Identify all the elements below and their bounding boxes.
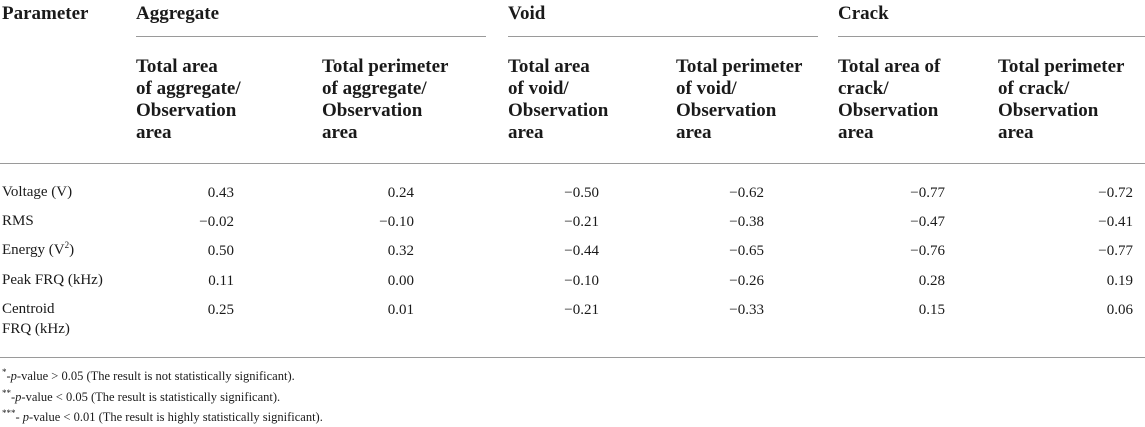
footnote-mark: ** xyxy=(2,387,11,398)
footnote-dash: - xyxy=(6,369,11,383)
footnote-mark: * xyxy=(2,366,7,377)
subheader-void-perimeter: Total perimeter of void/ Observation are… xyxy=(676,56,803,143)
table-cell: −0.47 xyxy=(910,214,945,230)
table-cell: −0.72 xyxy=(1098,185,1133,201)
table-cell: 0.32 xyxy=(387,243,414,259)
table-cell: 0.01 xyxy=(387,302,414,318)
footnote-dash: - xyxy=(11,390,16,404)
footnote-text: -value > 0.05 (The result is not statist… xyxy=(16,369,295,383)
table-cell: −0.21 xyxy=(564,302,599,318)
row-label-centroid-frq: Centroid FRQ (kHz) xyxy=(2,301,70,337)
group-rule-void xyxy=(508,36,818,37)
table-cell: 0.28 xyxy=(918,273,945,289)
subheader-aggregate-area: Total area of aggregate/ Observation are… xyxy=(136,56,241,143)
parameter-header: Parameter xyxy=(2,3,89,24)
energy-label-close: ) xyxy=(69,242,75,258)
table-cell: −0.38 xyxy=(729,214,764,230)
table-cell: −0.41 xyxy=(1098,214,1133,230)
group-header-aggregate: Aggregate xyxy=(136,3,220,24)
table-cell: −0.44 xyxy=(564,243,599,259)
footnote-p: p xyxy=(22,410,30,424)
footnote-p: p xyxy=(10,369,17,383)
row-label-voltage: Voltage (V) xyxy=(2,184,73,200)
table-cell: −0.76 xyxy=(910,243,945,259)
subheader-crack-area: Total area of crack/ Observation area xyxy=(838,56,941,143)
table-cell: −0.50 xyxy=(564,185,599,201)
table-cell: −0.77 xyxy=(910,185,945,201)
table-cell: −0.21 xyxy=(564,214,599,230)
group-header-void: Void xyxy=(508,3,546,24)
footnote-p: p xyxy=(15,390,22,404)
table-cell: 0.25 xyxy=(207,302,234,318)
table-cell: −0.26 xyxy=(729,273,764,289)
table-cell: 0.06 xyxy=(1106,302,1133,318)
footnote-text: -value < 0.05 (The result is statistical… xyxy=(21,390,281,404)
table-bottom-rule xyxy=(0,357,1145,358)
table-cell: 0.43 xyxy=(207,185,234,201)
footnote-2: **-p-value < 0.05 (The result is statist… xyxy=(2,387,281,405)
table-cell: 0.19 xyxy=(1106,273,1133,289)
footnote-3: ***- p-value < 0.01 (The result is highl… xyxy=(2,407,323,425)
row-label-peak-frq: Peak FRQ (kHz) xyxy=(2,272,103,288)
group-rule-crack xyxy=(838,36,1145,37)
footnote-text: -value < 0.01 (The result is highly stat… xyxy=(29,410,323,424)
table-cell: −0.02 xyxy=(199,214,234,230)
row-label-energy: Energy (V2) xyxy=(2,240,74,261)
header-bottom-rule xyxy=(0,163,1145,164)
subheader-void-area: Total area of void/ Observation area xyxy=(508,56,609,143)
group-rule-aggregate xyxy=(136,36,486,37)
table-cell: −0.65 xyxy=(729,243,764,259)
table-cell: 0.24 xyxy=(387,185,414,201)
energy-label-superscript: 2 xyxy=(64,240,70,250)
table-cell: 0.00 xyxy=(387,273,414,289)
table-cell: 0.15 xyxy=(918,302,945,318)
table-cell: 0.50 xyxy=(207,243,234,259)
table-cell: 0.11 xyxy=(208,273,234,289)
energy-label-text: Energy (V xyxy=(2,242,65,258)
table-cell: −0.10 xyxy=(564,273,599,289)
table-cell: −0.62 xyxy=(729,185,764,201)
footnote-1: *-p-value > 0.05 (The result is not stat… xyxy=(2,366,295,384)
row-label-rms: RMS xyxy=(2,213,34,229)
group-header-crack: Crack xyxy=(838,3,889,24)
table-cell: −0.10 xyxy=(379,214,414,230)
table-cell: −0.77 xyxy=(1098,243,1133,259)
subheader-crack-perimeter: Total perimeter of crack/ Observation ar… xyxy=(998,56,1125,143)
subheader-aggregate-perimeter: Total perimeter of aggregate/ Observatio… xyxy=(322,56,449,143)
footnote-mark: *** xyxy=(2,407,16,418)
footnote-dash: - xyxy=(15,410,23,424)
table-cell: −0.33 xyxy=(729,302,764,318)
